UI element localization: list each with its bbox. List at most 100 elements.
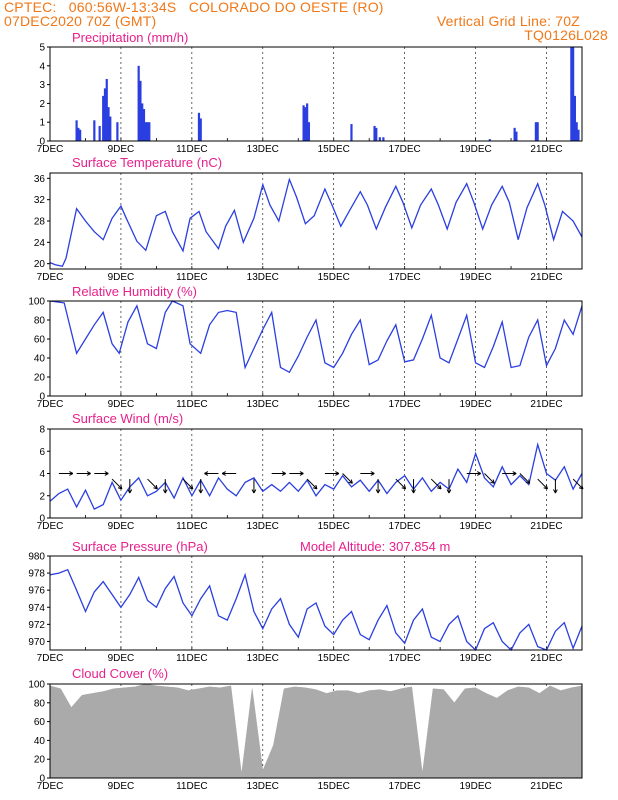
y-tick-label: 36 (34, 174, 46, 185)
y-tick-label: 4 (39, 61, 45, 72)
x-tick-label: 21DEC (530, 781, 562, 792)
y-tick-label: 100 (28, 680, 45, 691)
precip-bar (75, 120, 78, 141)
model-code: TQ0126L028 (524, 27, 608, 43)
x-tick-label: 21DEC (530, 272, 562, 283)
y-tick-label: 1 (39, 118, 45, 129)
x-tick-label: 15DEC (318, 272, 350, 283)
y-tick-label: 24 (34, 238, 46, 249)
x-tick-label: 17DEC (389, 144, 421, 155)
y-tick-label: 32 (34, 195, 46, 206)
x-tick-label: 9DEC (108, 272, 135, 283)
wind-vector-head (553, 489, 558, 494)
wind-vector-head (204, 471, 209, 476)
x-tick-label: 11DEC (176, 272, 208, 283)
wind-vector-head (370, 471, 375, 476)
wind-vector-head (281, 471, 286, 476)
x-tick-label: 19DEC (459, 272, 491, 283)
x-tick-label: 13DEC (247, 653, 279, 664)
precip-bar (304, 107, 307, 141)
x-tick-label: 15DEC (318, 399, 350, 410)
y-tick-label: 6 (39, 447, 45, 458)
wind-vector (182, 478, 194, 490)
precip-bar (98, 125, 101, 141)
y-tick-label: 0 (39, 774, 45, 785)
precip-bar (199, 118, 202, 141)
x-tick-label: 21DEC (530, 521, 562, 532)
precip-bar (103, 88, 107, 141)
x-tick-label: 17DEC (389, 781, 421, 792)
precip-bar (146, 122, 149, 141)
x-tick-label: 13DEC (247, 781, 279, 792)
y-tick-label: 80 (34, 316, 46, 327)
precip-bar (79, 129, 82, 141)
x-tick-label: 21DEC (530, 653, 562, 664)
precip-bar (534, 122, 537, 141)
wind-vector-head (153, 484, 158, 490)
wind-vector-head (299, 471, 304, 476)
precip-bar (575, 122, 578, 141)
wind-vector-head (348, 479, 353, 484)
x-tick-label: 7DEC (37, 521, 64, 532)
series-line-2 (49, 300, 583, 374)
panel-frame (49, 683, 583, 779)
wind-vector (342, 473, 353, 484)
x-tick-label: 7DEC (37, 144, 64, 155)
series-line-3 (49, 442, 583, 510)
x-tick-label: 15DEC (318, 521, 350, 532)
x-tick-label: 17DEC (389, 272, 421, 283)
precip-bar (144, 122, 147, 141)
x-tick-label: 19DEC (459, 781, 491, 792)
wind-vector-head (525, 479, 531, 484)
wind-vector-head (117, 484, 123, 490)
series-line-1 (49, 177, 583, 268)
x-tick-label: 15DEC (318, 653, 350, 664)
run-date-header: 07DEC2020 70Z (GMT) (4, 13, 157, 29)
x-tick-label: 17DEC (389, 399, 421, 410)
x-tick-label: 17DEC (389, 653, 421, 664)
y-tick-label: 978 (28, 569, 45, 580)
x-tick-label: 13DEC (247, 144, 279, 155)
y-tick-label: 0 (39, 137, 45, 148)
wind-vector-head (512, 471, 517, 476)
x-tick-label: 19DEC (459, 653, 491, 664)
wind-vector-head (221, 471, 226, 476)
wind-vector-head (127, 489, 133, 494)
precip-bar (102, 95, 105, 141)
panel-frame (49, 46, 583, 142)
precip-bar (515, 131, 518, 141)
precip-bar (375, 127, 378, 141)
y-tick-label: 8 (39, 425, 45, 436)
wind-vector-head (437, 484, 442, 490)
y-tick-label: 976 (28, 586, 45, 597)
precip-bar (373, 125, 376, 141)
wind-vector-head (446, 489, 452, 494)
precip-bar (107, 107, 110, 141)
panel-title: Cloud Cover (%) (72, 666, 168, 681)
precip-bar (77, 127, 80, 141)
precip-bar (577, 129, 580, 141)
precip-bar (148, 122, 151, 141)
wind-vector (395, 478, 406, 490)
precip-bar (197, 112, 201, 141)
y-tick-label: 60 (34, 335, 46, 346)
precip-bar (302, 105, 305, 141)
y-tick-label: 2 (39, 99, 45, 110)
panel-frame (49, 555, 583, 651)
y-tick-label: 20 (34, 373, 46, 384)
y-tick-label: 980 (28, 552, 45, 563)
y-tick-label: 20 (34, 259, 46, 270)
y-tick-label: 20 (34, 755, 46, 766)
y-tick-label: 40 (34, 736, 46, 747)
y-tick-label: 100 (28, 297, 45, 308)
x-tick-label: 19DEC (459, 399, 491, 410)
x-tick-label: 15DEC (318, 781, 350, 792)
x-tick-label: 13DEC (247, 521, 279, 532)
precip-bar (572, 47, 575, 141)
panel-title: Precipitation (mm/h) (72, 30, 188, 45)
x-tick-label: 11DEC (176, 399, 208, 410)
x-tick-label: 7DEC (37, 272, 64, 283)
precip-bar (137, 65, 140, 141)
wind-vector-head (476, 471, 481, 476)
x-tick-label: 11DEC (176, 144, 208, 155)
